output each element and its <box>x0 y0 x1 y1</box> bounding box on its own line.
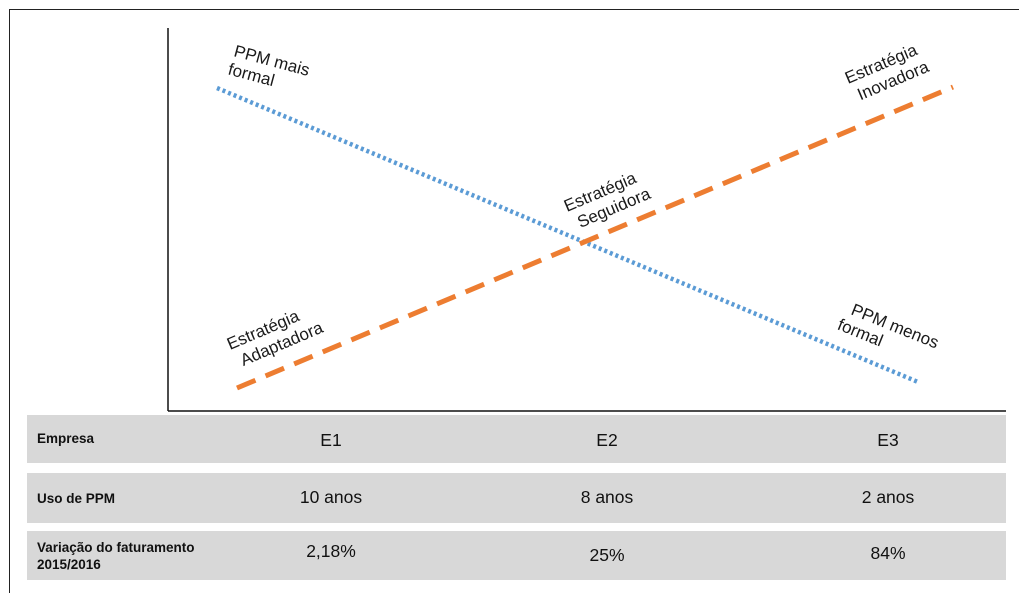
follower-strategy-label: Estratégia Seguidora <box>561 168 654 232</box>
cell-fat-e3: 84% <box>870 543 906 563</box>
ppm-less-formal-label: PPM menos formal <box>835 300 942 352</box>
cell-uso-e3: 2 anos <box>861 487 915 507</box>
row-header: Empresa <box>37 431 95 446</box>
cell-e2: E2 <box>596 430 618 450</box>
row-header-line1: Variação do faturamento <box>37 540 195 555</box>
outer-frame <box>9 9 1019 593</box>
table-row-faturamento: Variação do faturamento 2015/2016 2,18% … <box>27 531 1006 580</box>
table-row-empresa: Empresa E1 E2 E3 <box>27 415 1006 463</box>
ppm-formal-label: PPM mais formal <box>226 42 312 91</box>
row-header: Uso de PPM <box>37 491 116 506</box>
cell-fat-e2: 25% <box>589 545 625 565</box>
strategy-dashed-line <box>236 84 954 391</box>
innovative-strategy-label: Estratégia Inovadora <box>842 40 932 104</box>
ppm-formality-dotted-line <box>216 85 919 385</box>
row-header-line2: 2015/2016 <box>37 557 101 572</box>
cell-fat-e1: 2,18% <box>306 541 356 561</box>
cell-e1: E1 <box>320 430 342 450</box>
adaptive-strategy-label: Estratégia Adaptadora <box>224 306 326 370</box>
table-row-uso-ppm: Uso de PPM 10 anos 8 anos 2 anos <box>27 473 1006 523</box>
row-header: Variação do faturamento 2015/2016 <box>37 539 195 573</box>
cell-uso-e2: 8 anos <box>580 487 634 507</box>
cell-e3: E3 <box>877 430 899 450</box>
cell-uso-e1: 10 anos <box>299 487 363 507</box>
